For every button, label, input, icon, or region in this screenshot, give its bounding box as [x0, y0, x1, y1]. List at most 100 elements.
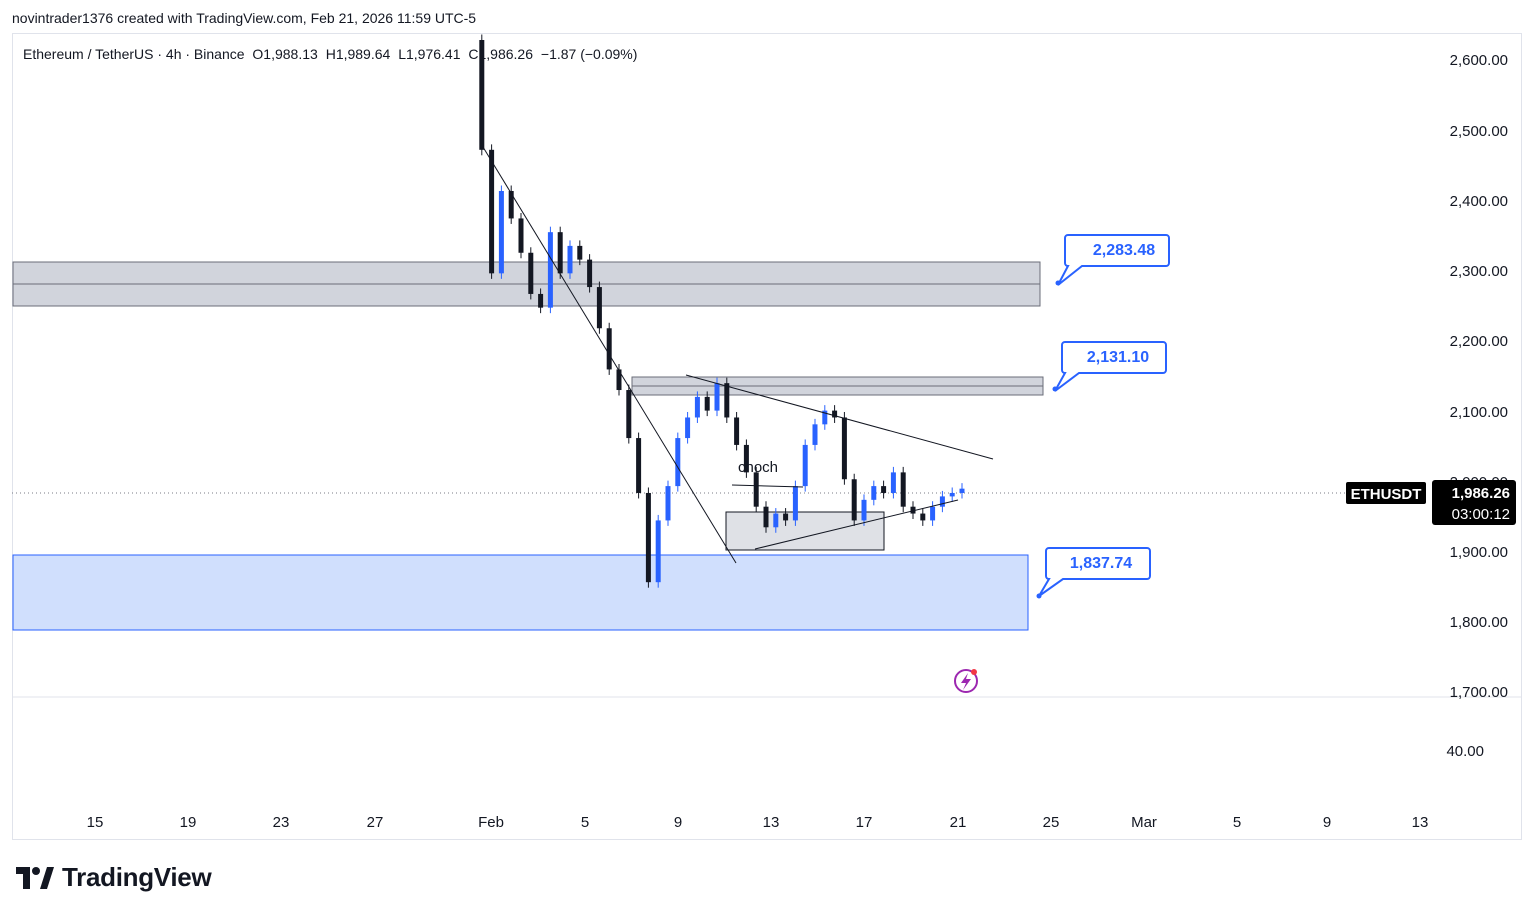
price-axis[interactable]: 2,600.00 2,500.00 2,400.00 2,300.00 2,20…	[1446, 52, 1508, 760]
price-tick: 2,100.00	[1450, 404, 1508, 421]
legend-high: H1,989.64	[325, 46, 391, 62]
legend-open: O1,988.13	[252, 46, 318, 62]
time-tick: 27	[367, 814, 384, 831]
legend-change: −1.87 (−0.09%)	[540, 46, 638, 62]
candle-body	[636, 438, 642, 493]
callout-1837-label: 1,837.74	[1070, 555, 1132, 572]
candle-body	[606, 328, 612, 370]
time-tick: 13	[1412, 814, 1429, 831]
candle-body	[724, 383, 730, 418]
candle-body	[547, 232, 553, 308]
candle-body	[587, 259, 593, 288]
candle-body	[851, 479, 857, 521]
candle-body	[920, 513, 926, 521]
lower-triangle-line[interactable]	[754, 499, 959, 550]
candle-body	[881, 486, 887, 493]
callout-2283-label: 2,283.48	[1093, 242, 1155, 259]
time-tick: 13	[763, 814, 780, 831]
candle-body	[734, 417, 740, 445]
candle-body	[596, 287, 602, 329]
upper-triangle-line[interactable]	[685, 374, 994, 460]
choch-label: choch	[738, 459, 778, 476]
candle-body	[538, 293, 544, 308]
candlestick-series	[479, 34, 965, 588]
candle-body	[567, 245, 573, 274]
candle-body	[900, 472, 906, 507]
candle-body	[792, 486, 798, 521]
candle-body	[939, 496, 945, 507]
tradingview-logo-icon	[16, 866, 54, 889]
time-tick: 5	[581, 814, 589, 831]
candle-body	[871, 486, 877, 500]
price-tick: 1,800.00	[1450, 614, 1508, 631]
last-price-symbol: ETHUSDT	[1351, 486, 1422, 503]
candle-body	[890, 472, 896, 493]
tradingview-logo[interactable]: TradingView	[16, 862, 212, 893]
candle-body	[949, 492, 955, 497]
chart-frame[interactable]	[12, 33, 1522, 840]
callout-1837[interactable]: 1,837.74	[1036, 547, 1151, 599]
candle-body	[508, 190, 514, 219]
callout-2283[interactable]: 2,283.48	[1055, 234, 1170, 286]
candle-body	[616, 369, 622, 391]
candle-body	[763, 506, 769, 528]
descending-trendline[interactable]	[482, 146, 737, 564]
candle-body	[626, 390, 632, 439]
candle-body	[959, 488, 965, 493]
candle-body	[704, 396, 710, 411]
lightning-icon[interactable]	[954, 669, 978, 693]
candle-body	[675, 438, 681, 487]
legend-symbol: Ethereum / TetherUS · 4h · Binance	[23, 46, 245, 62]
price-tick: 2,600.00	[1450, 52, 1508, 69]
symbol-legend[interactable]: Ethereum / TetherUS · 4h · Binance O1,98…	[23, 46, 641, 62]
price-tick: 2,500.00	[1450, 123, 1508, 140]
chart-attribution: novintrader1376 created with TradingView…	[12, 10, 477, 26]
time-tick: Feb	[478, 814, 504, 831]
time-tick: 15	[87, 814, 104, 831]
candle-body	[802, 444, 808, 487]
candle-body	[518, 218, 524, 253]
candle-body	[832, 410, 838, 418]
time-tick: 9	[1323, 814, 1331, 831]
candle-body	[665, 486, 671, 521]
candle-body	[528, 252, 534, 294]
candle-body	[812, 424, 818, 445]
candle-body	[753, 472, 759, 507]
candle-body	[773, 513, 779, 528]
choch-line[interactable]	[731, 484, 804, 488]
time-tick: 25	[1043, 814, 1060, 831]
candle-body	[655, 520, 661, 583]
candle-body	[645, 492, 651, 583]
candle-body	[714, 383, 720, 411]
time-tick: 23	[273, 814, 290, 831]
candle-body	[685, 417, 691, 439]
candle-body	[479, 40, 485, 150]
candle-body	[861, 499, 867, 521]
candle-body	[743, 444, 749, 473]
candle-body	[694, 396, 700, 418]
candle-body	[498, 190, 504, 274]
indicator-tick: 40.00	[1446, 743, 1484, 760]
legend-low: L1,976.41	[398, 46, 461, 62]
legend-close: C1,986.26	[468, 46, 533, 62]
candle-body	[557, 232, 563, 274]
price-tick: 1,900.00	[1450, 544, 1508, 561]
time-axis[interactable]: 15 19 23 27 Feb 5 9 13 17 21 25 Mar 5 9 …	[87, 814, 1429, 831]
callout-2131-label: 2,131.10	[1087, 349, 1149, 366]
candle-body	[910, 506, 916, 514]
tradingview-logo-text: TradingView	[62, 862, 212, 892]
countdown-timer: 03:00:12	[1452, 506, 1510, 523]
time-tick: 5	[1233, 814, 1241, 831]
callout-2131[interactable]: 2,131.10	[1052, 341, 1167, 392]
last-price-tag[interactable]: ETHUSDT 1,986.26 03:00:12	[1346, 480, 1516, 525]
price-tick: 2,200.00	[1450, 333, 1508, 350]
price-tick: 1,700.00	[1450, 684, 1508, 701]
consolidation-box[interactable]	[725, 511, 885, 551]
time-tick: 17	[856, 814, 873, 831]
candle-body	[930, 506, 936, 521]
candle-body	[489, 149, 495, 274]
last-price-value: 1,986.26	[1452, 485, 1510, 502]
demand-zone[interactable]	[12, 554, 1029, 631]
time-tick: Mar	[1131, 814, 1157, 831]
